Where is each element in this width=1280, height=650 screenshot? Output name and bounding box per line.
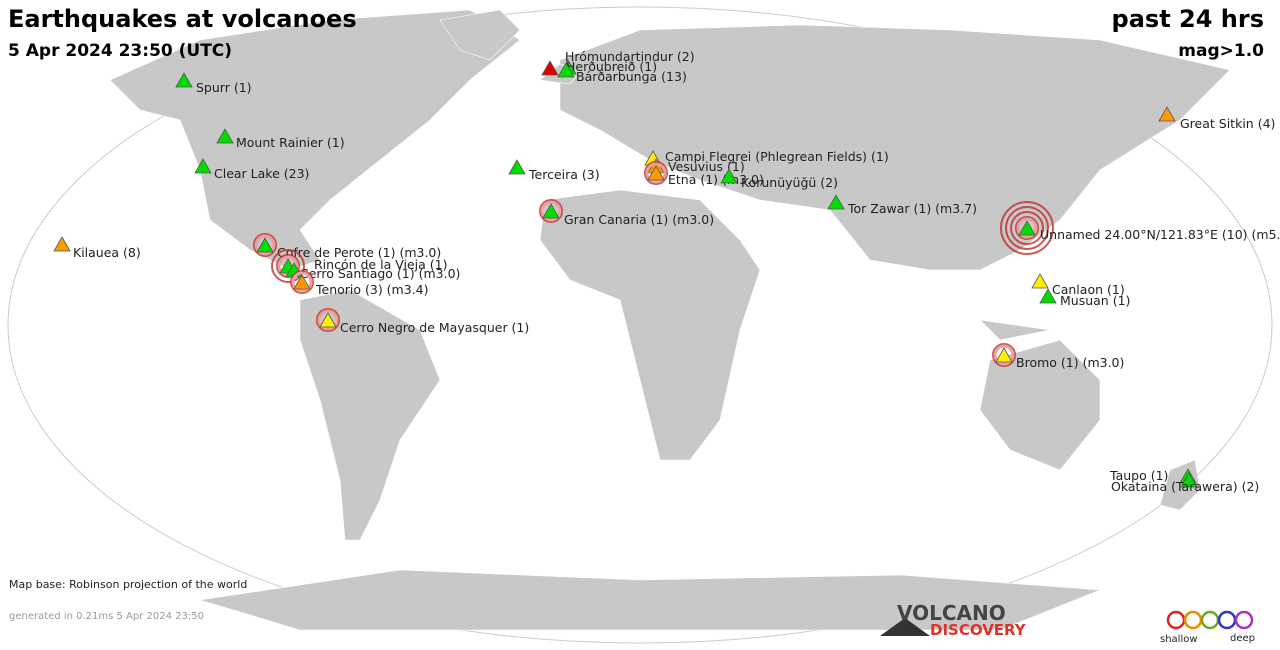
volcano-label: Rincón de la Vieja (1) <box>314 257 447 272</box>
quake-ring <box>1015 216 1039 240</box>
legend-shallow: shallow <box>1160 634 1198 645</box>
generated: generated in 0.21ms 5 Apr 2024 23:50 <box>9 611 204 622</box>
quake-ring <box>992 343 1016 367</box>
volcano-label: Great Sitkin (4) <box>1180 116 1275 131</box>
quake-ring <box>993 344 1015 366</box>
volcano-icon <box>194 158 212 174</box>
quake-ring <box>539 199 563 223</box>
continents <box>109 9 1231 631</box>
volcano-label: Tenorio (3) (m3.4) <box>315 282 429 297</box>
volcano-label: Korunüyüğü (2) <box>741 175 838 190</box>
volcano-icon <box>216 128 234 144</box>
date: 5 Apr 2024 23:50 (UTC) <box>8 41 232 61</box>
volcano-label: Cerro Santiago (1) (m3.0) <box>300 266 460 281</box>
volcano-label: Kilauea (8) <box>73 245 141 260</box>
period: past 24 hrs <box>1112 5 1264 33</box>
volcano-icon <box>1180 472 1198 488</box>
logo-top: VOLCANO <box>897 601 1006 625</box>
volcano-label: Vesuvius (1) <box>668 159 745 174</box>
quake-ring <box>271 249 305 283</box>
volcano-label: Musuan (1) <box>1060 293 1130 308</box>
quake-ring <box>644 161 668 185</box>
volcano-label: Cerro Negro de Mayasquer (1) <box>340 320 529 335</box>
volcano-icon <box>53 236 71 252</box>
volcano-label: Etna (1) (m3.0) <box>668 172 764 187</box>
volcano-label: Okataina (Tarawera) (2) <box>1111 479 1259 494</box>
depth-legend <box>1166 610 1254 630</box>
volcano-icon <box>319 312 337 328</box>
quake-ring <box>317 309 339 331</box>
quake-ring <box>291 271 313 293</box>
volcano-icon <box>720 168 738 184</box>
volcano-label: Hrómundartindur (2) <box>565 49 695 64</box>
volcano-label: Taupo (1) <box>1109 468 1168 483</box>
quake-ring <box>254 234 276 256</box>
quake-ring <box>316 308 340 332</box>
volcano-icon <box>256 237 274 253</box>
volcano-icon <box>541 60 559 76</box>
quake-ring <box>645 162 667 184</box>
volcano-label: Mount Rainier (1) <box>236 135 345 150</box>
volcano-label: Cofre de Perote (1) (m3.0) <box>277 245 441 260</box>
volcano-label: Spurr (1) <box>196 80 252 95</box>
volcano-label: Herðubreið (1) <box>566 59 657 74</box>
volcano-label: Gran Canaria (1) (m3.0) <box>564 212 714 227</box>
quake-ring <box>540 200 562 222</box>
quake-ring <box>253 233 277 257</box>
volcano-icon <box>175 72 193 88</box>
volcano-label: Bárðarbunga (13) <box>576 69 687 84</box>
legend-deep: deep <box>1230 633 1255 644</box>
volcano-label: Clear Lake (23) <box>214 166 309 181</box>
volcano-icon <box>1018 220 1036 236</box>
volcano-icon <box>293 274 311 290</box>
title: Earthquakes at volcanoes <box>8 5 357 33</box>
quake-ring <box>1016 217 1038 239</box>
volcano-label: Bromo (1) (m3.0) <box>1016 355 1124 370</box>
magnitude: mag>1.0 <box>1178 41 1264 61</box>
quake-ring <box>1000 201 1054 255</box>
volcano-icon <box>995 347 1013 363</box>
volcano-label: Campi Flegrei (Phlegrean Fields) (1) <box>665 149 889 164</box>
quake-ring <box>1010 211 1044 245</box>
volcano-icon <box>1039 288 1057 304</box>
volcano-icon <box>647 165 665 181</box>
volcano-icon <box>827 194 845 210</box>
volcano-label: Canlaon (1) <box>1052 282 1125 297</box>
volcano-label: Unnamed 24.00°N/121.83°E (10) (m5. <box>1040 227 1280 242</box>
logo-icon <box>880 618 930 636</box>
volcano-label: Tor Zawar (1) (m3.7) <box>847 201 977 216</box>
volcano-markers: Hrómundartindur (2)Herðubreið (1)Bárðarb… <box>53 49 1280 494</box>
volcano-icon <box>1158 106 1176 122</box>
volcano-label: Terceira (3) <box>528 167 600 182</box>
quake-ring <box>290 270 314 294</box>
volcano-icon <box>557 62 575 78</box>
map-base: Map base: Robinson projection of the wor… <box>9 578 247 591</box>
volcano-icon <box>1031 273 1049 289</box>
logo-bottom: DISCOVERY <box>930 621 1027 639</box>
quake-ring <box>1005 206 1049 250</box>
volcano-icon <box>542 203 560 219</box>
volcano-icon <box>508 159 526 175</box>
